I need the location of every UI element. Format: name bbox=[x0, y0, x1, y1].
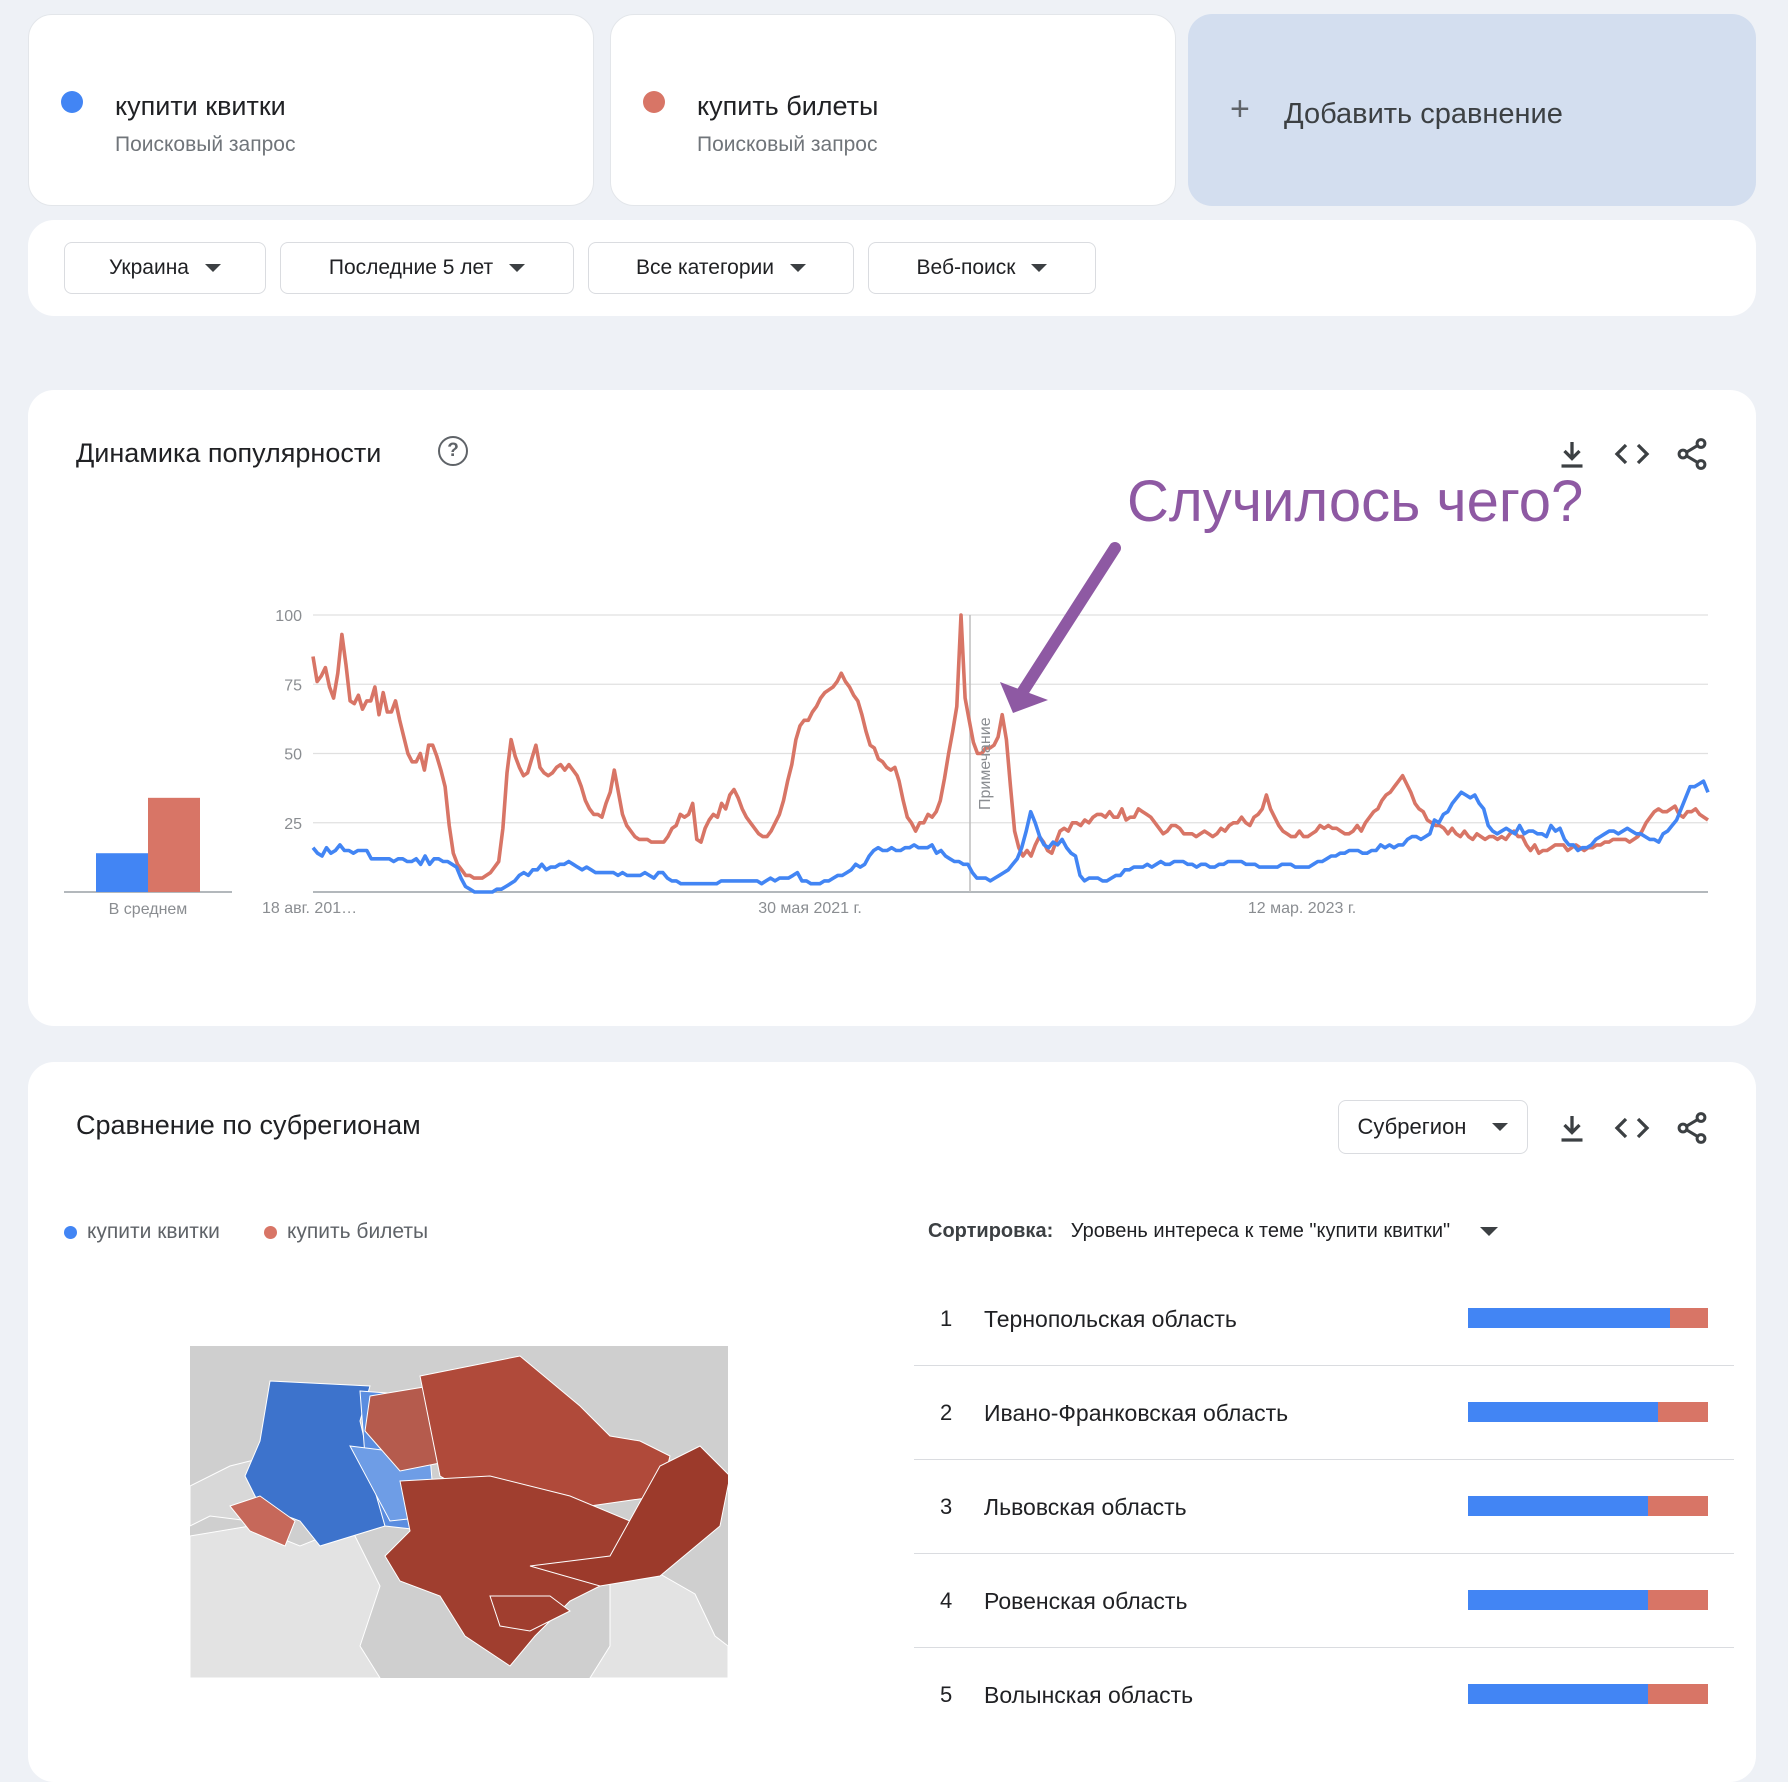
region-crimea bbox=[489, 1595, 571, 1632]
sort-control[interactable]: Сортировка: Уровень интереса к теме "куп… bbox=[928, 1220, 1498, 1243]
legend-label: купити квитки bbox=[87, 1220, 220, 1243]
term-card-2[interactable]: купить билеты Поисковый запрос bbox=[610, 14, 1176, 206]
annotation-text: Случилось чего? bbox=[1127, 469, 1584, 534]
term-name: купити квитки bbox=[115, 91, 286, 121]
term-color-dot bbox=[643, 91, 665, 113]
share-icon[interactable] bbox=[1674, 436, 1710, 472]
legend-item: купити квитки bbox=[64, 1220, 220, 1244]
row-rank: 3 bbox=[940, 1494, 953, 1519]
row-rank: 4 bbox=[940, 1588, 953, 1613]
table-row[interactable]: 4 Ровенская область bbox=[914, 1554, 1734, 1648]
help-icon[interactable]: ? bbox=[438, 436, 468, 466]
section-title: Сравнение по субрегионам bbox=[76, 1110, 421, 1140]
blue-share bbox=[1468, 1590, 1648, 1610]
sort-value: Уровень интереса к теме "купити квитки" bbox=[1070, 1220, 1451, 1242]
caret-down-icon bbox=[204, 264, 221, 272]
sort-label: Сортировка: bbox=[928, 1220, 1054, 1242]
caret-down-icon bbox=[789, 264, 806, 272]
row-rank: 1 bbox=[940, 1306, 953, 1331]
row-share-bar bbox=[1468, 1402, 1708, 1422]
blue-share bbox=[1468, 1402, 1658, 1422]
row-share-bar bbox=[1468, 1590, 1708, 1610]
region-value: Украина bbox=[109, 256, 189, 279]
region-dropdown[interactable]: Украина bbox=[64, 242, 266, 294]
embed-icon[interactable] bbox=[1614, 436, 1650, 472]
caret-down-icon bbox=[1479, 1227, 1498, 1237]
term-type: Поисковый запрос bbox=[697, 133, 878, 156]
red-share bbox=[1648, 1496, 1708, 1516]
subregion-dropdown-value: Субрегион bbox=[1357, 1114, 1467, 1139]
table-row[interactable]: 2 Ивано-Франковская область bbox=[914, 1366, 1734, 1460]
term-color-dot bbox=[61, 91, 83, 113]
table-row[interactable]: 3 Львовская область bbox=[914, 1460, 1734, 1554]
legend-item: купить билеты bbox=[264, 1220, 428, 1244]
region-south bbox=[384, 1475, 661, 1667]
download-icon[interactable] bbox=[1554, 1110, 1590, 1146]
embed-icon[interactable] bbox=[1614, 1110, 1650, 1146]
region-east bbox=[529, 1445, 728, 1587]
row-name: Ивано-Франковская область bbox=[984, 1400, 1289, 1426]
download-icon[interactable] bbox=[1554, 436, 1590, 472]
red-share bbox=[1648, 1684, 1708, 1704]
blue-share bbox=[1468, 1496, 1648, 1516]
term-name: купить билеты bbox=[697, 91, 879, 121]
section-title: Динамика популярности bbox=[76, 438, 382, 468]
subregion-dropdown[interactable]: Субрегион bbox=[1338, 1100, 1528, 1154]
red-share bbox=[1657, 1402, 1708, 1422]
red-share bbox=[1648, 1590, 1708, 1610]
add-comparison-label: Добавить сравнение bbox=[1284, 98, 1563, 130]
search-type-dropdown[interactable]: Веб-поиск bbox=[868, 242, 1096, 294]
row-rank: 2 bbox=[940, 1400, 953, 1425]
region-zakarpattia bbox=[229, 1495, 296, 1547]
period-dropdown[interactable]: Последние 5 лет bbox=[280, 242, 574, 294]
filter-bar: Украина Последние 5 лет Все категории Ве… bbox=[28, 220, 1756, 316]
red-share bbox=[1669, 1308, 1708, 1328]
ukraine-map[interactable] bbox=[190, 1346, 728, 1678]
search-type-value: Веб-поиск bbox=[916, 256, 1016, 279]
blue-share bbox=[1468, 1684, 1648, 1704]
period-value: Последние 5 лет bbox=[328, 256, 494, 279]
blue-share bbox=[1468, 1308, 1670, 1328]
category-dropdown[interactable]: Все категории bbox=[588, 242, 854, 294]
row-share-bar bbox=[1468, 1496, 1708, 1516]
row-share-bar bbox=[1468, 1308, 1708, 1328]
legend-dot bbox=[264, 1225, 277, 1239]
row-rank: 5 bbox=[940, 1682, 953, 1707]
plus-icon: + bbox=[1230, 90, 1250, 128]
share-icon[interactable] bbox=[1674, 1110, 1710, 1146]
category-value: Все категории bbox=[636, 256, 774, 279]
caret-down-icon bbox=[1031, 264, 1048, 272]
row-share-bar bbox=[1468, 1684, 1708, 1704]
caret-down-icon bbox=[1492, 1123, 1509, 1131]
row-name: Львовская область bbox=[984, 1494, 1187, 1520]
row-name: Тернопольская область bbox=[984, 1306, 1237, 1332]
term-card-1[interactable]: купити квитки Поисковый запрос bbox=[28, 14, 594, 206]
table-row[interactable]: 1 Тернопольская область bbox=[914, 1272, 1734, 1366]
table-row[interactable]: 5 Волынская область bbox=[914, 1648, 1734, 1742]
row-name: Волынская область bbox=[984, 1682, 1194, 1708]
caret-down-icon bbox=[509, 264, 526, 272]
row-name: Ровенская область bbox=[984, 1588, 1188, 1614]
legend-dot bbox=[64, 1225, 77, 1239]
legend-label: купить билеты bbox=[287, 1220, 429, 1243]
add-comparison-button[interactable]: + Добавить сравнение bbox=[1188, 14, 1756, 206]
term-type: Поисковый запрос bbox=[115, 133, 296, 156]
